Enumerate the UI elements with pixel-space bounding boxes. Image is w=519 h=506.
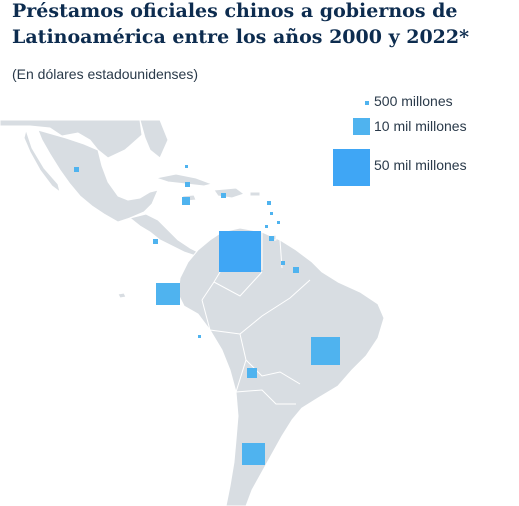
marker-argentina [242, 443, 265, 465]
south-america-shape [177, 227, 385, 506]
marker-brazil [311, 337, 340, 365]
legend-square-50-mil-millones [333, 149, 370, 186]
marker-antigua [267, 201, 271, 205]
cuba-shape [155, 173, 213, 187]
marker-dominican-republic [221, 193, 226, 198]
marker-suriname [293, 267, 299, 273]
marker-dominica [270, 212, 273, 215]
marker-costa-rica [153, 239, 158, 244]
usa-shape [0, 119, 143, 159]
marker-ecuador [156, 283, 180, 305]
mexico-shape [37, 129, 159, 223]
marker-grenada [265, 225, 268, 228]
florida-shape [139, 119, 169, 159]
central-america-shape [129, 213, 199, 257]
legend-square-10-mil-millones [353, 118, 370, 135]
marker-trinidad [269, 236, 274, 241]
marker-bahamas [185, 165, 188, 168]
hispaniola-shape [213, 187, 245, 199]
baja-california-shape [23, 129, 61, 193]
page-title: Préstamos oficiales chinos a gobiernos d… [12, 0, 470, 48]
marker-barbados [277, 221, 280, 224]
legend-label-10-mil-millones: 10 mil millones [374, 118, 467, 134]
marker-mexico [74, 167, 79, 172]
legend-label-50-mil-millones: 50 mil millones [374, 157, 467, 173]
marker-jamaica [182, 197, 190, 205]
marker-cuba [185, 182, 190, 187]
galapagos-shape [117, 292, 127, 299]
legend-label-500-millones: 500 millones [374, 93, 453, 109]
marker-peru [198, 335, 201, 338]
marker-bolivia [247, 368, 257, 378]
marker-guyana [281, 261, 285, 265]
page-subtitle: (En dólares estadounidenses) [12, 66, 199, 82]
marker-venezuela [219, 231, 261, 272]
puerto-rico-shape [249, 191, 261, 197]
legend-square-500-millones [365, 101, 369, 105]
